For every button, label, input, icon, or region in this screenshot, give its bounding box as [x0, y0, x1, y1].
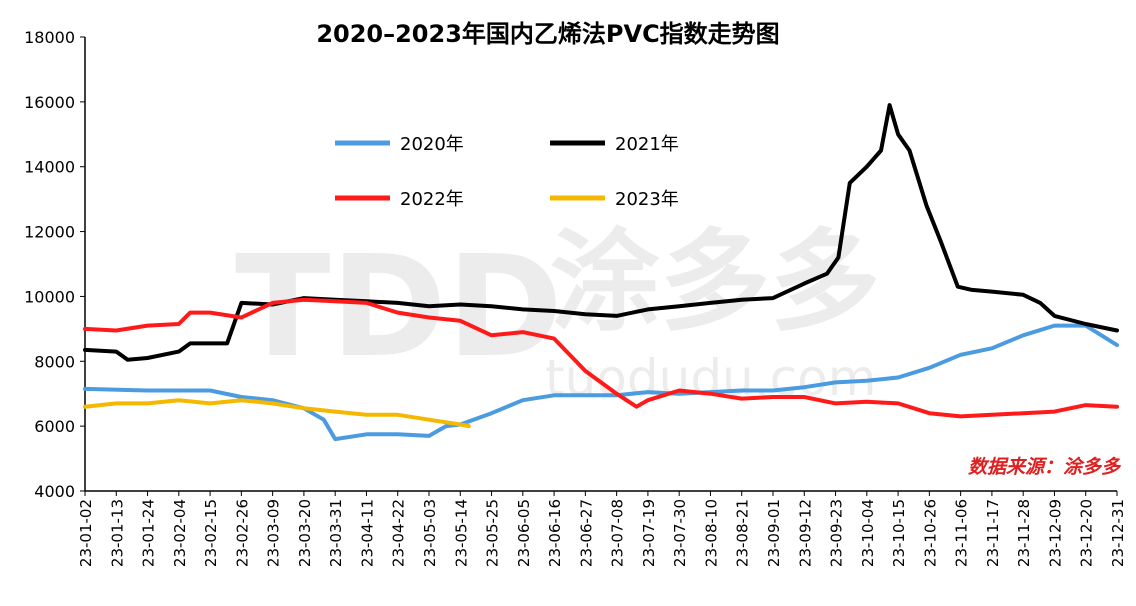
x-tick-label: 23-08-21	[734, 499, 752, 567]
x-tick-label: 23-05-25	[484, 499, 502, 567]
y-tick-label: 14000	[24, 158, 75, 177]
x-tick-label: 23-12-31	[1109, 499, 1127, 567]
series-line-2020	[83, 323, 1119, 442]
series-line-2023	[83, 398, 471, 429]
y-tick-label: 12000	[24, 223, 75, 242]
y-tick-label: 16000	[24, 93, 75, 112]
svg-text:涂多多: 涂多多	[550, 218, 880, 346]
x-tick-label: 23-03-20	[296, 499, 314, 567]
series-line-2021	[83, 103, 1119, 362]
x-tick-label: 23-10-04	[859, 499, 877, 567]
x-tick-label: 23-03-09	[265, 499, 283, 567]
x-tick-label: 23-02-04	[171, 499, 189, 567]
x-tick-label: 23-01-02	[77, 499, 95, 567]
x-tick-label: 23-11-17	[984, 499, 1002, 567]
x-tick-label: 23-06-05	[515, 499, 533, 567]
x-tick-label: 23-05-03	[421, 499, 439, 567]
legend-label: 2020年	[400, 134, 464, 155]
x-tick-label: 23-11-28	[1015, 499, 1033, 567]
x-tick-label: 23-10-15	[890, 499, 908, 567]
x-tick-label: 23-11-06	[953, 499, 971, 567]
legend-label: 2022年	[400, 189, 464, 210]
x-tick-label: 23-12-20	[1078, 499, 1096, 567]
x-tick-label: 23-06-27	[577, 499, 595, 567]
x-tick-label: 23-07-30	[671, 499, 689, 567]
x-tick-label: 23-04-22	[390, 499, 408, 567]
x-tick-label: 23-02-26	[233, 499, 251, 567]
x-tick-label: 23-09-01	[765, 499, 783, 567]
x-tick-label: 23-01-24	[140, 499, 158, 567]
y-tick-label: 6000	[34, 417, 75, 436]
x-tick-label: 23-08-10	[702, 499, 720, 567]
x-tick-label: 23-09-12	[796, 499, 814, 567]
x-tick-label: 23-10-26	[921, 499, 939, 567]
y-tick-label: 10000	[24, 287, 75, 306]
x-tick-label: 23-12-09	[1046, 499, 1064, 567]
chart-title: 2020–2023年国内乙烯法PVC指数走势图	[316, 20, 779, 48]
legend-label: 2023年	[615, 189, 679, 210]
legend-item: 2020年	[335, 134, 464, 155]
source-note: 数据来源：涂多多	[968, 456, 1122, 478]
svg-text:tuodudu.com: tuodudu.com	[545, 349, 876, 407]
x-tick-label: 23-07-08	[609, 499, 627, 567]
series-line-2022	[83, 297, 1119, 419]
x-tick-label: 23-01-13	[108, 499, 126, 567]
legend-item: 2023年	[550, 189, 679, 210]
x-tick-label: 23-02-15	[202, 499, 220, 567]
legend-item: 2021年	[550, 134, 679, 155]
x-tick-label: 23-09-23	[828, 499, 846, 567]
y-tick-label: 18000	[24, 28, 75, 47]
legend-item: 2022年	[335, 189, 464, 210]
y-tick-label: 8000	[34, 352, 75, 371]
x-tick-label: 23-03-31	[327, 499, 345, 567]
legend-label: 2021年	[615, 134, 679, 155]
x-tick-label: 23-06-16	[546, 499, 564, 567]
y-tick-label: 4000	[34, 482, 75, 501]
x-tick-label: 23-05-14	[452, 499, 470, 567]
x-tick-label: 23-04-11	[358, 499, 376, 567]
x-tick-label: 23-07-19	[640, 499, 658, 567]
